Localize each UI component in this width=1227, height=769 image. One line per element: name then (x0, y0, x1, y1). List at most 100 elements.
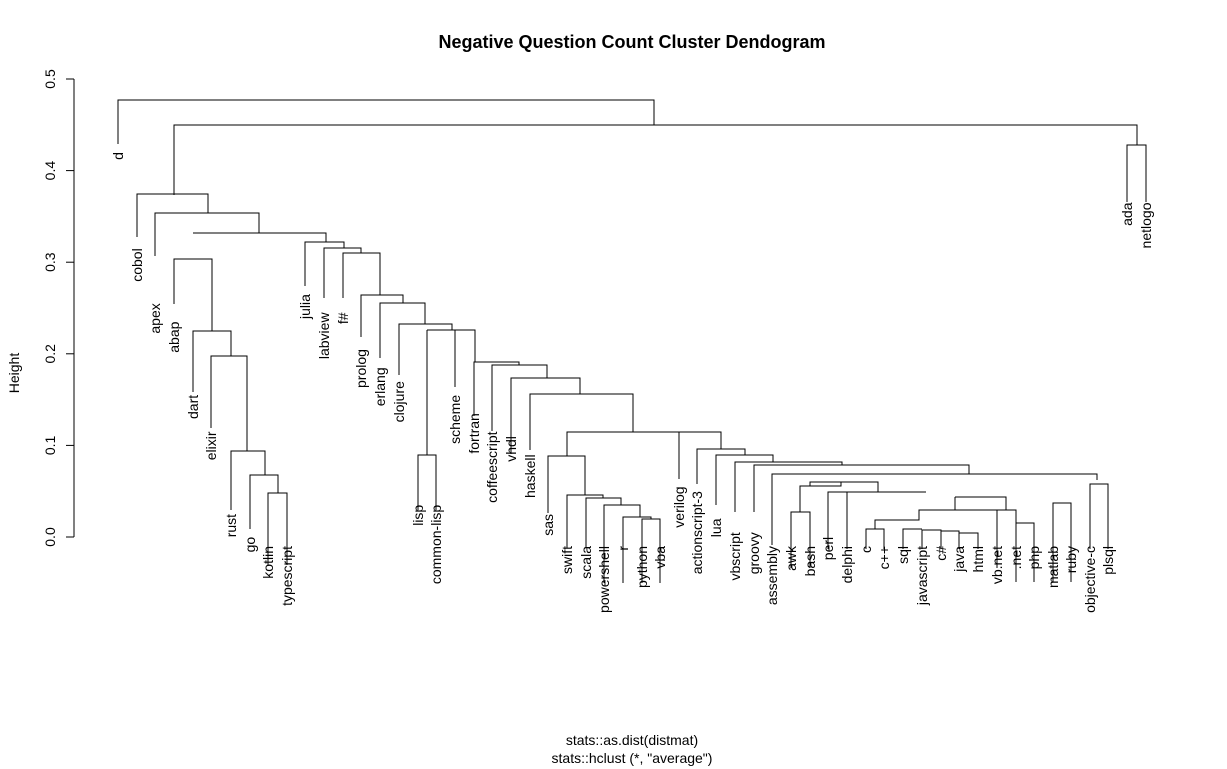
dendrogram-branch (902, 528, 922, 549)
dendrogram-branch (267, 492, 288, 565)
y-tick-label: 0.0 (42, 527, 58, 547)
leaf-label: julia (297, 294, 313, 320)
leaf-label: c# (933, 546, 949, 561)
dendrogram-branch (790, 511, 811, 568)
leaf-label: coffeescript (484, 431, 500, 502)
leaf-label: java (951, 546, 967, 573)
leaf-label: php (1026, 546, 1042, 570)
leaf-label: sql (895, 546, 911, 564)
y-axis-label: Height (6, 353, 22, 394)
dendrogram-branch (1052, 502, 1072, 582)
dendrogram-branch (1126, 144, 1147, 202)
dendrogram-branch (154, 212, 260, 256)
leaf-label: d (110, 152, 126, 160)
dendrogram-branch (696, 448, 746, 484)
leaf-label: scheme (447, 395, 463, 444)
leaf-label: netlogo (1138, 202, 1154, 248)
dendrogram-branch (954, 496, 1007, 510)
dendrogram-branch (603, 504, 641, 583)
leaf-label: c++ (876, 546, 892, 569)
dendrogram-branch (1015, 522, 1035, 582)
dendrogram-branch (173, 258, 213, 331)
dendrogram-branch (230, 450, 266, 510)
leaf-label: elixir (203, 431, 219, 460)
leaf-label: lua (708, 518, 724, 537)
subtitle-line-2: stats::hclust (*, "average") (552, 750, 713, 766)
dendrogram-branch (1089, 483, 1109, 549)
leaf-label: prolog (353, 349, 369, 388)
leaf-label: apex (147, 303, 163, 333)
y-tick-label: 0.1 (42, 435, 58, 455)
leaf-label: javascript (914, 546, 930, 606)
leaf-label: r (615, 546, 631, 551)
leaf-label: objective-c (1082, 546, 1098, 613)
dendrogram-branch (173, 124, 1138, 195)
leaf-label: vhdl (503, 436, 519, 462)
y-tick-label: 0.5 (42, 69, 58, 89)
dendrogram-branch (454, 329, 476, 387)
leaf-label: rust (223, 514, 239, 537)
leaf-label: erlang (372, 367, 388, 406)
dendrogram-branch (491, 364, 548, 431)
dendrogram-branch (715, 454, 774, 505)
leaf-label: haskell (522, 454, 538, 498)
leaf-label: groovy (746, 532, 762, 574)
leaf-label: abap (166, 321, 182, 352)
dendrogram-branch (753, 464, 970, 512)
leaf-label: clojure (391, 381, 407, 422)
leaf-label: delphi (839, 546, 855, 583)
dendrogram-branch (809, 481, 879, 492)
leaf-label: lisp (410, 505, 426, 526)
leaf-label: powershell (596, 546, 612, 613)
dendrogram-branch (678, 431, 722, 479)
leaf-label: fortran (466, 413, 482, 453)
y-tick-label: 0.2 (42, 344, 58, 364)
dendrogram-branch (304, 241, 345, 286)
dendrogram-branch (360, 294, 404, 337)
dendrogram-branch (192, 330, 232, 392)
dendrogram-branch (323, 247, 362, 298)
leaf-label: common-lisp (428, 505, 444, 585)
dendrogram-branch (249, 474, 279, 529)
dendrogram-branch (734, 461, 843, 512)
dendrogram-branch (874, 497, 1007, 529)
dendrogram-branch (566, 431, 700, 456)
leaf-label: bash (802, 546, 818, 576)
dendrogram-branch (940, 530, 960, 549)
leaf-label: dart (185, 395, 201, 419)
leaf-label: actionscript-3 (689, 491, 705, 574)
leaf-label: assembly (764, 546, 780, 605)
leaf-label: ruby (1063, 546, 1079, 573)
leaf-label: sas (540, 514, 556, 536)
dendrogram-branch (379, 302, 426, 358)
y-axis: 0.0 0.1 0.2 0.3 0.4 0.5 (42, 69, 75, 547)
leaf-label: cobol (129, 248, 145, 281)
leaf-label: verilog (671, 486, 687, 527)
dendrogram-branch (117, 99, 655, 144)
dendrogram-branch (771, 473, 1098, 545)
dendrogram-branch (641, 518, 661, 583)
dendrogram-branch (210, 355, 248, 451)
dendrogram-branch (585, 497, 622, 548)
dendrogram-branch (529, 393, 634, 450)
dendrogram-branch (473, 361, 520, 416)
leaf-label: vba (652, 546, 668, 569)
leaf-label: scala (578, 546, 594, 579)
leaf-label: kotlin (260, 546, 276, 579)
dendrogram-branch (510, 377, 581, 454)
dendrogram-branch (566, 494, 604, 548)
dendrogram-branch (958, 532, 979, 549)
dendrogram-branch (417, 454, 437, 510)
leaf-label: ada (1119, 202, 1135, 226)
leaf-label: matlab (1045, 546, 1061, 588)
dendrogram-branch (342, 252, 381, 298)
leaf-label: f# (335, 312, 351, 324)
leaf-label: plsql (1100, 546, 1116, 575)
dendrogram-branch (622, 516, 652, 583)
leaf-label: vbscript (727, 532, 743, 580)
leaf-label: html (970, 546, 986, 572)
dendrogram-branch (136, 193, 209, 237)
leaf-label: awk (783, 545, 799, 571)
